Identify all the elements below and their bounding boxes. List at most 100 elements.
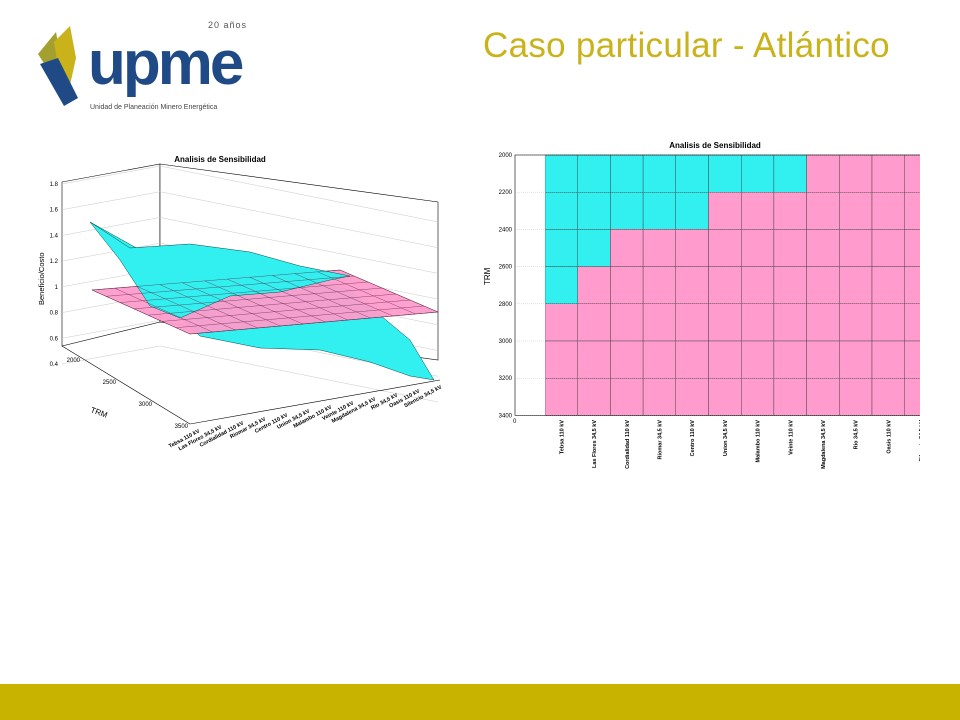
logo-subtitle: Unidad de Planeación Minero Energética (90, 104, 217, 111)
heatmap-cell (708, 377, 742, 416)
cyan-surface-upper (89, 221, 351, 319)
heatmap-cell (773, 229, 807, 267)
heatmap-cell (806, 192, 840, 230)
heatmap-cell (839, 303, 873, 342)
heatmap-cell (544, 192, 578, 230)
heatmap-cell (577, 377, 611, 416)
z-axis-label: Beneficio/Costo (37, 252, 46, 305)
heatmap-cell (773, 377, 807, 416)
heatmap-cell (806, 229, 840, 267)
heatmap-y-tick: 2200 (499, 190, 513, 196)
heatmap-x-label: Tebsa 110 kV (559, 420, 565, 454)
heatmap-cell (708, 192, 742, 230)
heatmap-cell (708, 229, 742, 267)
trm-tick-label: 2000 (67, 358, 81, 364)
heatmap-cell (610, 377, 644, 416)
z-ticks: 0.4 0.6 0.8 1 1.2 1.4 1.6 1.8 (50, 182, 59, 368)
heatmap-cell (741, 340, 775, 379)
heatmap-title: Analisis de Sensibilidad (669, 141, 761, 150)
heatmap-cell (708, 154, 742, 193)
heatmap-y-tick: 3400 (499, 413, 513, 419)
heatmap-cell (708, 266, 742, 305)
trm-ticks: 2000 2500 3000 3500 (67, 358, 189, 430)
heatmap-cell (871, 154, 905, 193)
chart-title: Analisis de Sensibilidad (174, 155, 266, 164)
heatmap-cell (577, 229, 611, 267)
heatmap-cell (871, 303, 905, 342)
heatmap-cell (871, 266, 905, 305)
heatmap-y-tick: 2800 (499, 302, 513, 308)
heatmap-cell (871, 340, 905, 379)
heatmap-cell (544, 154, 578, 193)
heatmap-cell (675, 303, 709, 342)
heatmap-cell (708, 303, 742, 342)
heatmap-cell (642, 266, 677, 305)
heatmap-cell (904, 192, 938, 230)
heatmap-cell (544, 229, 578, 267)
heatmap-cell (839, 229, 873, 267)
sensitivity-heatmap: Analisis de Sensibilidad 2000 2200 2400 260… (470, 130, 938, 485)
heatmap-cell (577, 303, 611, 342)
heatmap-cell (675, 192, 709, 230)
heatmap-cell (741, 229, 775, 267)
trm-axis-label: TRM (89, 405, 109, 419)
heatmap-cell (675, 340, 709, 379)
z-tick-label: 0.4 (50, 362, 59, 368)
heatmap-x-label: Oasis 110 kV (886, 420, 892, 454)
heatmap-cell (544, 266, 578, 305)
heatmap-cells (514, 154, 938, 416)
heatmap-x-label: Magdalena 34,5 kV (821, 420, 827, 469)
heatmap-x-label: Veinte 110 kV (788, 420, 794, 455)
heatmap-cell (741, 154, 775, 193)
z-tick-label: 1 (55, 285, 59, 291)
trm-tick-label: 2500 (103, 380, 117, 386)
heatmap-cell (773, 192, 807, 230)
heatmap-cell (675, 229, 709, 267)
heatmap-cell (544, 340, 578, 379)
z-tick-label: 1.6 (50, 208, 59, 214)
heatmap-y-tick: 3000 (499, 339, 513, 345)
heatmap-cell (839, 192, 873, 230)
heatmap-cell (741, 303, 775, 342)
heatmap-cell (642, 229, 677, 267)
logo-wordmark: upme (88, 29, 243, 98)
heatmap-x-label: Rio 34,5 kV (854, 420, 860, 450)
heatmap-x-labels: Tebsa 110 kV Las Flores 34,5 kV Cordialida… (559, 420, 925, 469)
heatmap-x-label: Centro 110 kV (690, 420, 696, 457)
heatmap-cell (610, 266, 644, 305)
heatmap-cell (839, 266, 873, 305)
heatmap-cell (577, 340, 611, 379)
heatmap-cell (642, 154, 677, 193)
z-tick-label: 0.6 (50, 336, 59, 342)
z-tick-label: 1.2 (50, 259, 59, 265)
heatmap-cell (806, 303, 840, 342)
heatmap-cell (871, 229, 905, 267)
footer-bar (0, 684, 960, 720)
heatmap-cell (708, 340, 742, 379)
heatmap-blank-region (515, 155, 545, 416)
heatmap-cell (741, 377, 775, 416)
heatmap-cell (904, 154, 938, 193)
heatmap-cell (544, 303, 578, 342)
z-tick-label: 0.8 (50, 311, 59, 317)
heatmap-y-tick: 2400 (499, 227, 513, 233)
heatmap-cell (577, 154, 611, 193)
z-tick-label: 1.4 (50, 233, 59, 239)
logo-flame-mark-2 (54, 26, 76, 94)
logo-flame-mark-3 (40, 58, 78, 106)
heatmap-cell (577, 266, 611, 305)
heatmap-x-label: Malambo 110 kV (756, 420, 762, 463)
heatmap-x-label: Union 34,5 kV (723, 420, 729, 456)
heatmap-cell (904, 266, 938, 305)
page-title: Caso particular - Atlántico (483, 26, 890, 65)
heatmap-x-label: Silencio 34,5 kV (919, 420, 920, 462)
heatmap-cell (610, 229, 644, 267)
heatmap-x-label: Las Flores 34,5 kV (592, 420, 598, 468)
heatmap-cell (642, 377, 677, 416)
heatmap-cell (741, 192, 775, 230)
heatmap-cell (773, 303, 807, 342)
heatmap-cell (610, 340, 644, 379)
heatmap-cell (904, 229, 938, 267)
heatmap-cell (773, 340, 807, 379)
surface-chart: Analisis de Sensibilidad 0.4 0.6 0.8 1 1.2 1.… (30, 140, 480, 460)
